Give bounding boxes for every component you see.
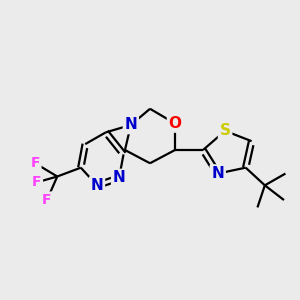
Text: S: S (220, 123, 231, 138)
Text: N: N (91, 178, 103, 193)
Text: N: N (113, 170, 125, 185)
Text: F: F (32, 176, 41, 189)
Text: F: F (42, 193, 52, 207)
Text: N: N (124, 118, 137, 133)
Text: N: N (211, 166, 224, 181)
Text: O: O (169, 116, 182, 131)
Text: F: F (30, 156, 40, 170)
